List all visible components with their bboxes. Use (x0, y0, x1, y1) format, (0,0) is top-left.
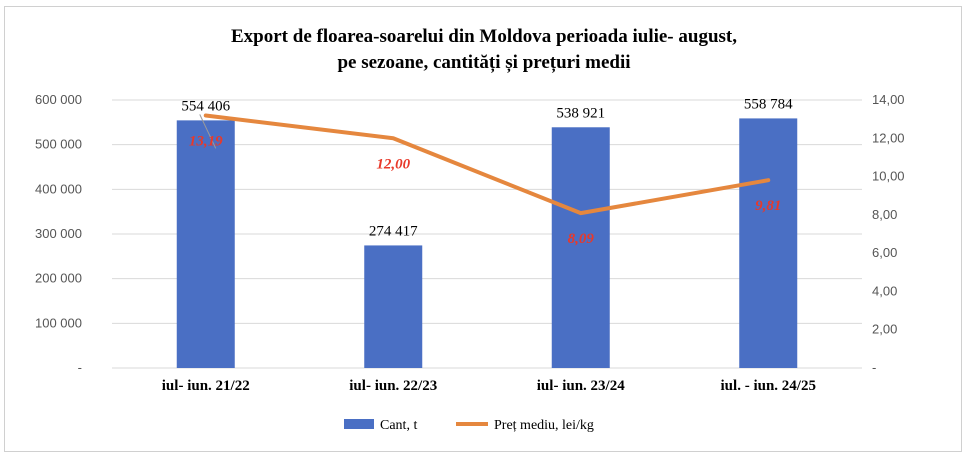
y-right-tick-label: - (872, 360, 876, 375)
y-right-tick-label: 8,00 (872, 207, 897, 222)
bar (364, 245, 423, 368)
legend-bar-label: Cant, t (380, 418, 417, 433)
price-series-line (203, 113, 771, 216)
y-left-tick-label: 300 000 (35, 226, 82, 241)
bar (551, 127, 610, 368)
y-right-tick-label: 12,00 (872, 130, 905, 145)
x-category-label: iul- iun. 21/22 (162, 378, 250, 394)
price-value-label: 12,00 (376, 156, 410, 172)
y-left-tick-label: 100 000 (35, 315, 82, 330)
chart-title-line1: Export de floarea-soarelui din Moldova p… (231, 26, 737, 47)
y-right-tick-label: 6,00 (872, 245, 897, 260)
label-leader-line (199, 114, 217, 149)
y-right-tick-label: 14,00 (872, 92, 905, 107)
y-right-tick-label: 2,00 (872, 322, 897, 337)
x-category-label: iul- iun. 23/24 (537, 378, 625, 394)
price-value-label: 9,81 (755, 198, 781, 214)
bar (176, 120, 235, 368)
x-category-label: iul- iun. 22/23 (349, 378, 437, 394)
chart-frame (4, 6, 962, 452)
y-left-tick-label: - (78, 360, 82, 375)
y-left-tick-label: 200 000 (35, 271, 82, 286)
bar-value-label: 274 417 (369, 223, 418, 239)
bar (739, 118, 798, 368)
price-value-label: 13,19 (189, 134, 223, 150)
bar-value-label: 554 406 (181, 98, 230, 114)
x-category-label: iul. - iun. 24/25 (721, 378, 816, 394)
price-value-label: 8,09 (568, 231, 595, 247)
chart-title-line2: pe sezoane, cantități și prețuri medii (337, 52, 631, 73)
bar-value-label: 538 921 (556, 105, 605, 121)
y-right-tick-label: 4,00 (872, 283, 897, 298)
y-left-tick-label: 500 000 (35, 137, 82, 152)
y-left-tick-label: 600 000 (35, 92, 82, 107)
y-left-tick-label: 400 000 (35, 181, 82, 196)
y-right-tick-label: 10,00 (872, 169, 905, 184)
bar-value-label: 558 784 (744, 96, 793, 112)
legend-line-label: Preț mediu, lei/kg (494, 418, 594, 433)
legend-bar-swatch (344, 419, 374, 429)
